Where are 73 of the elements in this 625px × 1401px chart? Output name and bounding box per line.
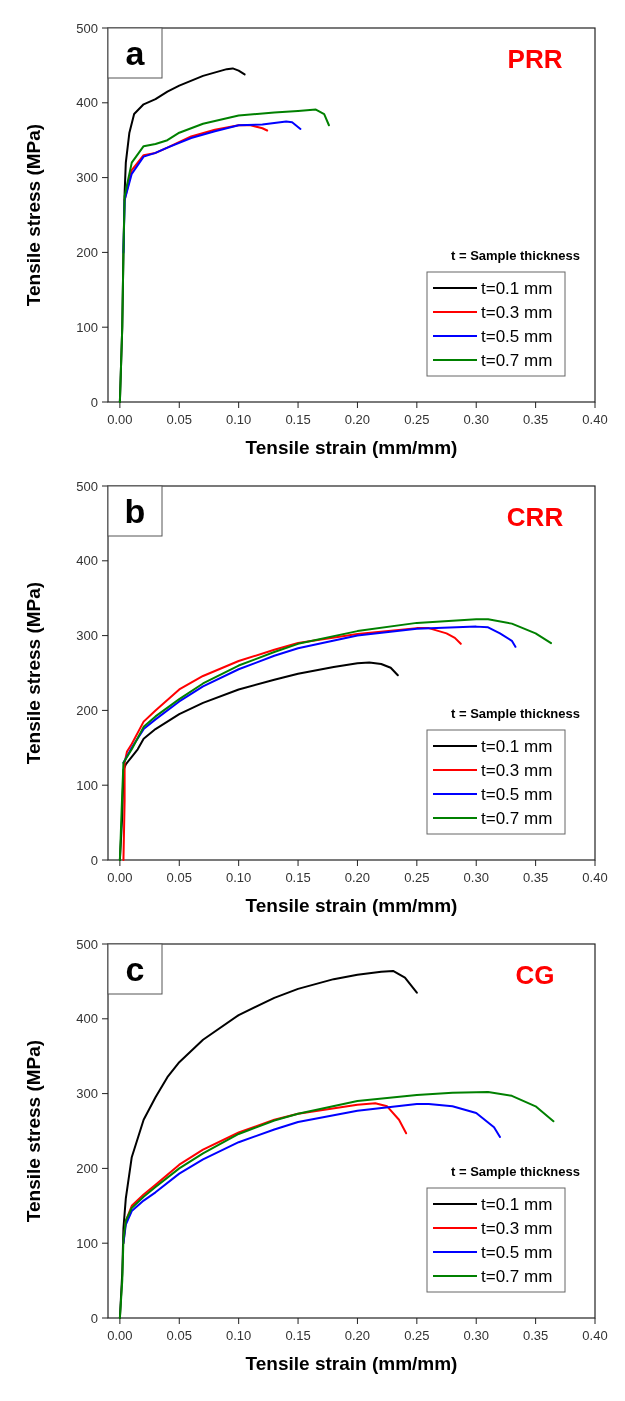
text: CG [515, 960, 555, 990]
x-tick-label: 0.30 [463, 1328, 489, 1343]
x-axis-title: Tensile strain (mm/mm) [245, 1353, 458, 1374]
x-tick-label: 0.00 [107, 1328, 133, 1343]
x-tick-label: 0.25 [404, 1328, 430, 1343]
y-tick-label: 300 [76, 170, 98, 186]
x-axis-title: Tensile strain (mm/mm) [245, 895, 458, 916]
y-tick-label: 200 [76, 244, 98, 260]
annotation: a [125, 34, 146, 72]
legend-label: t=0.1 mm [481, 737, 553, 756]
y-tick-label: 500 [76, 936, 98, 952]
y-tick-label: 500 [76, 478, 98, 494]
legend-title: t = Sample thickness [451, 248, 580, 263]
y-tick-label: 400 [76, 553, 98, 569]
legend-title: t = Sample thickness [451, 1164, 580, 1179]
x-tick-label: 0.35 [522, 870, 549, 885]
annotation: b [124, 492, 146, 530]
y-tick-label: 0 [90, 852, 98, 868]
text: PRR [507, 44, 563, 74]
legend-label: t=0.7 mm [481, 351, 553, 370]
y-tick-label: 0 [90, 1310, 98, 1326]
legend-label: t=0.7 mm [481, 809, 553, 828]
x-tick-label: 0.15 [285, 412, 311, 427]
x-tick-label: 0.35 [522, 1328, 549, 1343]
x-tick-label: 0.40 [582, 870, 608, 885]
y-axis-title: Tensile stress (MPa) [23, 123, 44, 307]
legend-title: t = Sample thickness [451, 706, 580, 721]
x-tick-label: 0.05 [166, 870, 192, 885]
x-tick-label: 0.00 [107, 412, 133, 427]
legend-label: t=0.3 mm [481, 303, 553, 322]
x-tick-label: 0.05 [166, 412, 192, 427]
y-tick-label: 400 [76, 95, 98, 111]
text: CRR [506, 502, 564, 532]
y-tick-label: 200 [76, 702, 98, 718]
y-tick-label: 100 [76, 319, 98, 335]
x-tick-label: 0.20 [344, 1328, 371, 1343]
legend-label: t=0.3 mm [481, 761, 553, 780]
x-tick-label: 0.40 [582, 1328, 608, 1343]
y-tick-label: 400 [76, 1011, 98, 1027]
y-axis-title: Tensile stress (MPa) [23, 581, 44, 765]
y-tick-label: 500 [76, 20, 98, 36]
x-tick-label: 0.20 [344, 870, 371, 885]
line-series [118, 108, 330, 403]
legend-label: t=0.7 mm [481, 1267, 553, 1286]
legend-label: t=0.1 mm [481, 1195, 553, 1214]
legend-label: t=0.5 mm [481, 327, 553, 346]
x-tick-label: 0.25 [404, 412, 430, 427]
x-tick-label: 0.35 [522, 412, 549, 427]
x-tick-label: 0.10 [226, 870, 252, 885]
y-tick-label: 200 [76, 1160, 98, 1176]
x-tick-label: 0.00 [107, 870, 133, 885]
y-tick-label: 100 [76, 777, 98, 793]
legend-label: t=0.5 mm [481, 785, 553, 804]
x-tick-label: 0.30 [463, 412, 489, 427]
x-tick-label: 0.20 [344, 412, 371, 427]
x-tick-label: 0.30 [463, 870, 489, 885]
x-tick-label: 0.10 [226, 1328, 252, 1343]
legend-label: t=0.5 mm [481, 1243, 553, 1262]
legend-label: t=0.1 mm [481, 279, 553, 298]
annotation: c [125, 950, 145, 988]
y-tick-label: 300 [76, 628, 98, 644]
x-tick-label: 0.10 [226, 412, 252, 427]
y-tick-label: 100 [76, 1235, 98, 1251]
y-tick-label: 300 [76, 1086, 98, 1102]
y-tick-label: 0 [90, 394, 98, 410]
x-tick-label: 0.15 [285, 1328, 311, 1343]
x-tick-label: 0.25 [404, 870, 430, 885]
y-axis-title: Tensile stress (MPa) [23, 1039, 44, 1223]
legend-label: t=0.3 mm [481, 1219, 553, 1238]
x-tick-label: 0.05 [166, 1328, 192, 1343]
x-tick-label: 0.15 [285, 870, 311, 885]
x-tick-label: 0.40 [582, 412, 608, 427]
x-axis-title: Tensile strain (mm/mm) [245, 437, 458, 458]
